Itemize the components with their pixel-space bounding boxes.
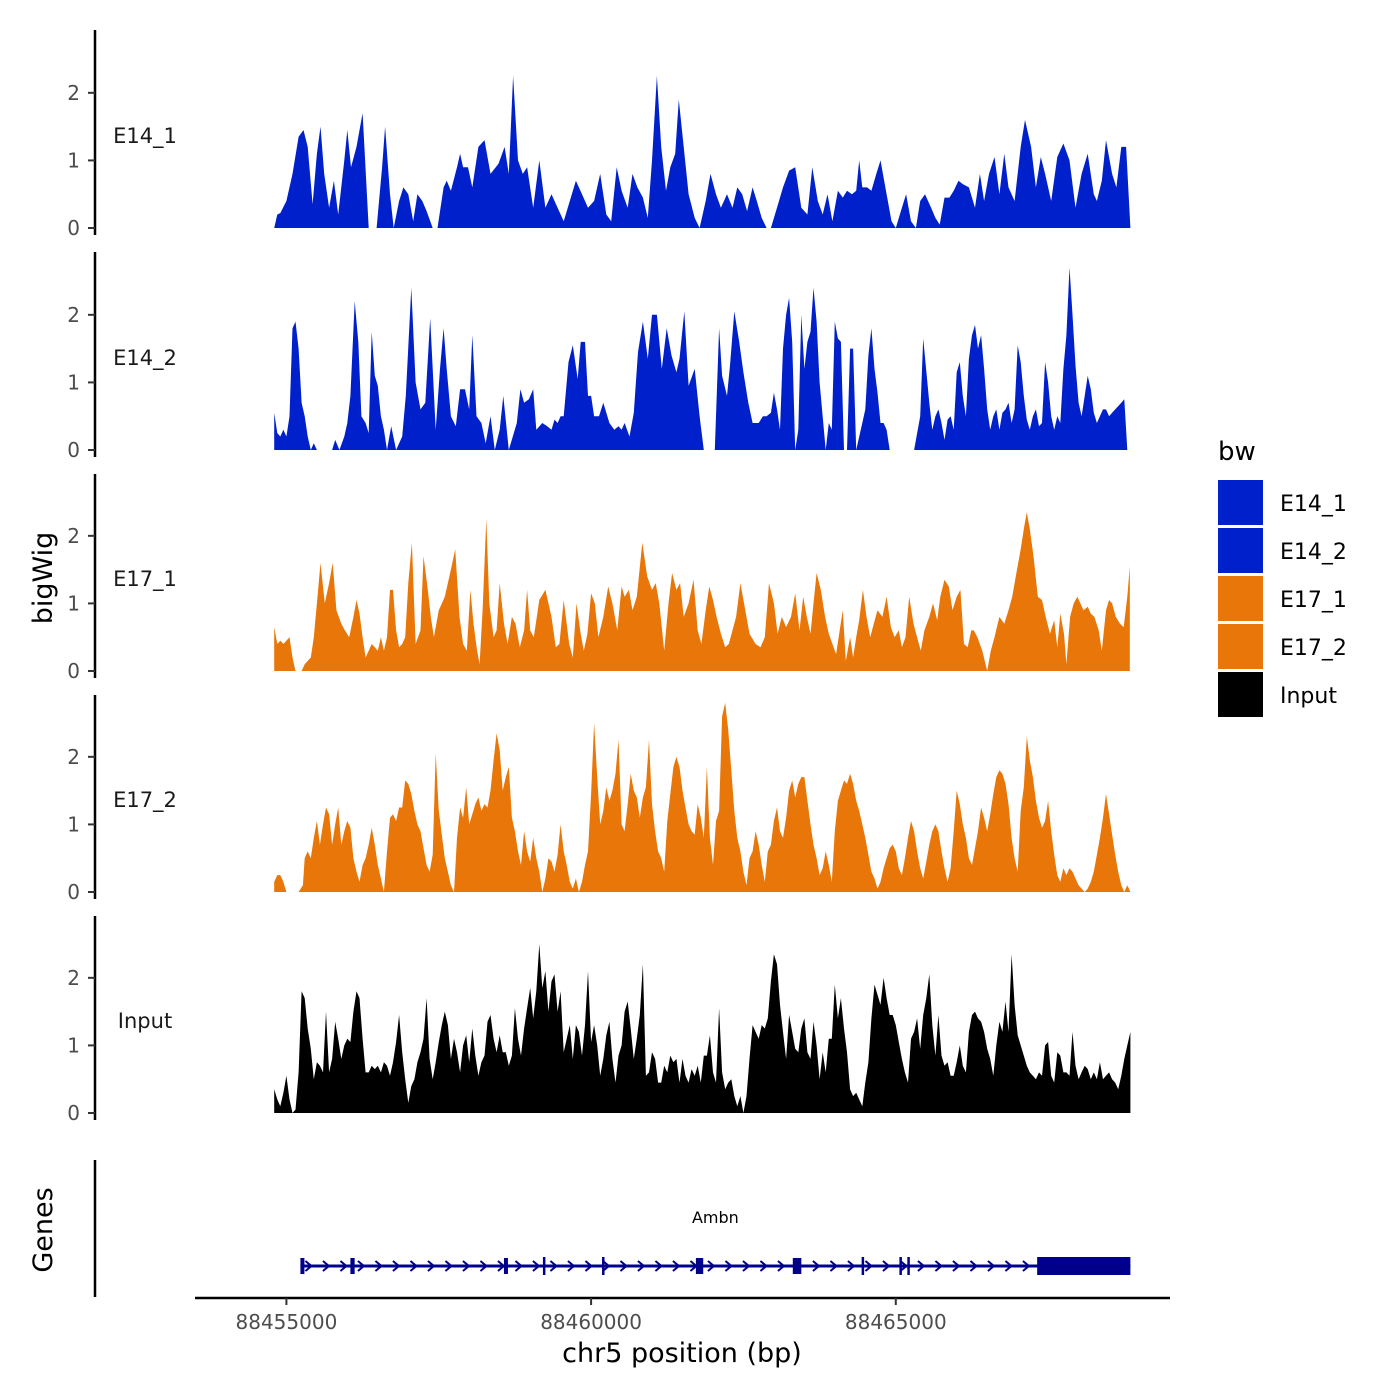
track-E17_2: 0 1 2 E17_2 (67, 695, 1131, 904)
strand-arrow (584, 1260, 593, 1272)
strand-arrow (602, 1260, 611, 1272)
x-tick-label: 88460000 (540, 1310, 642, 1334)
x-tick-label: 88455000 (236, 1310, 338, 1334)
legend-title: bw (1218, 437, 1256, 467)
strand-arrow (777, 1260, 786, 1272)
y-tick-label: 1 (67, 591, 80, 615)
y-tick-label: 0 (67, 880, 80, 904)
strand-arrow (549, 1260, 558, 1272)
coverage-area-E14_2 (274, 267, 1128, 450)
strand-arrow (864, 1260, 873, 1272)
y-tick-label: 1 (67, 370, 80, 394)
y-tick-label: 0 (67, 438, 80, 462)
track-Input: 0 1 2 Input (67, 916, 1131, 1125)
coverage-area-E14_1 (274, 75, 1131, 229)
x-axis: 88455000 88460000 88465000 (195, 1296, 1170, 1334)
strand-arrow (619, 1260, 628, 1272)
legend-label-E17_2: E17_2 (1280, 636, 1347, 661)
coverage-area-Input (274, 944, 1131, 1113)
exon-block (503, 1258, 508, 1274)
strand-arrow (829, 1260, 838, 1272)
legend-key-E17_1 (1218, 576, 1263, 621)
y-axis-title: bigWig (28, 532, 59, 625)
strand-arrow (304, 1260, 313, 1272)
strand-arrow (759, 1260, 768, 1272)
legend-key-E14_2 (1218, 528, 1263, 573)
strand-arrow (637, 1260, 646, 1272)
gene-name-label: Ambn (692, 1208, 739, 1227)
y-tick-label: 1 (67, 148, 80, 172)
coverage-area-E17_1 (274, 512, 1130, 671)
track-label-E17_2: E17_2 (113, 788, 177, 813)
strand-arrow (392, 1260, 401, 1272)
strand-arrow (1022, 1260, 1031, 1272)
strand-arrow (812, 1260, 821, 1272)
coverage-area-E17_2 (274, 702, 1131, 892)
y-tick-label: 2 (67, 524, 80, 548)
strand-arrow (969, 1260, 978, 1272)
legend: bw E14_1 E14_2 E17_1 E17_2 Input (1218, 437, 1347, 717)
genes-track-title: Genes (28, 1187, 59, 1272)
legend-key-Input (1218, 672, 1263, 717)
track-label-E14_2: E14_2 (113, 346, 177, 371)
track-label-Input: Input (118, 1009, 172, 1033)
y-tick-label: 0 (67, 1101, 80, 1125)
strand-arrow (339, 1260, 348, 1272)
strand-arrow (672, 1260, 681, 1272)
strand-arrow (742, 1260, 751, 1272)
strand-arrow (654, 1260, 663, 1272)
strand-arrow (899, 1260, 908, 1272)
y-tick-label: 2 (67, 745, 80, 769)
strand-arrow (987, 1260, 996, 1272)
y-tick-label: 1 (67, 812, 80, 836)
track-label-E14_1: E14_1 (113, 124, 177, 149)
y-tick-label: 2 (67, 303, 80, 327)
track-E17_1: 0 1 2 E17_1 (67, 474, 1130, 683)
legend-label-Input: Input (1280, 684, 1337, 709)
strand-arrow (1004, 1260, 1013, 1272)
strand-arrow (567, 1260, 576, 1272)
legend-label-E14_2: E14_2 (1280, 540, 1347, 565)
strand-arrow (952, 1260, 961, 1272)
strand-arrow (514, 1260, 523, 1272)
strand-arrow (357, 1260, 366, 1272)
y-tick-label: 1 (67, 1033, 80, 1057)
strand-arrow (707, 1260, 716, 1272)
strand-arrow (497, 1260, 506, 1272)
x-tick-label: 88465000 (845, 1310, 947, 1334)
exon-block (792, 1258, 802, 1274)
strand-arrow (374, 1260, 383, 1272)
x-axis-title: chr5 position (bp) (562, 1338, 802, 1369)
exon-block (695, 1258, 704, 1274)
legend-key-E14_1 (1218, 480, 1263, 525)
exon-block (350, 1258, 355, 1274)
strand-arrow (479, 1260, 488, 1272)
track-label-E17_1: E17_1 (113, 567, 177, 592)
strand-arrow (427, 1260, 436, 1272)
legend-label-E17_1: E17_1 (1280, 588, 1347, 613)
strand-arrow (724, 1260, 733, 1272)
strand-arrow (917, 1260, 926, 1272)
strand-arrow (882, 1260, 891, 1272)
y-tick-label: 0 (67, 659, 80, 683)
legend-key-E17_2 (1218, 624, 1263, 669)
gene-track: Ambn (93, 1160, 1131, 1297)
y-tick-label: 0 (67, 216, 80, 240)
strand-arrow (847, 1260, 856, 1272)
track-E14_2: 0 1 2 E14_2 (67, 252, 1128, 462)
y-tick-label: 2 (67, 966, 80, 990)
exon-block (1037, 1257, 1131, 1275)
y-tick-label: 2 (67, 81, 80, 105)
strand-arrow (322, 1260, 331, 1272)
strand-arrow (462, 1260, 471, 1272)
strand-arrow (532, 1260, 541, 1272)
strand-arrow (409, 1260, 418, 1272)
track-E14_1: 0 1 2 E14_1 (67, 30, 1131, 240)
coverage-tracks: 0 1 2 E14_1 0 1 2 E14_2 0 1 2 E17_1 0 1 2 E17_2 0 1 2 Input (67, 30, 1131, 1125)
legend-label-E14_1: E14_1 (1280, 492, 1347, 517)
strand-arrow (934, 1260, 943, 1272)
exon-block (300, 1258, 305, 1274)
strand-arrow (444, 1260, 453, 1272)
